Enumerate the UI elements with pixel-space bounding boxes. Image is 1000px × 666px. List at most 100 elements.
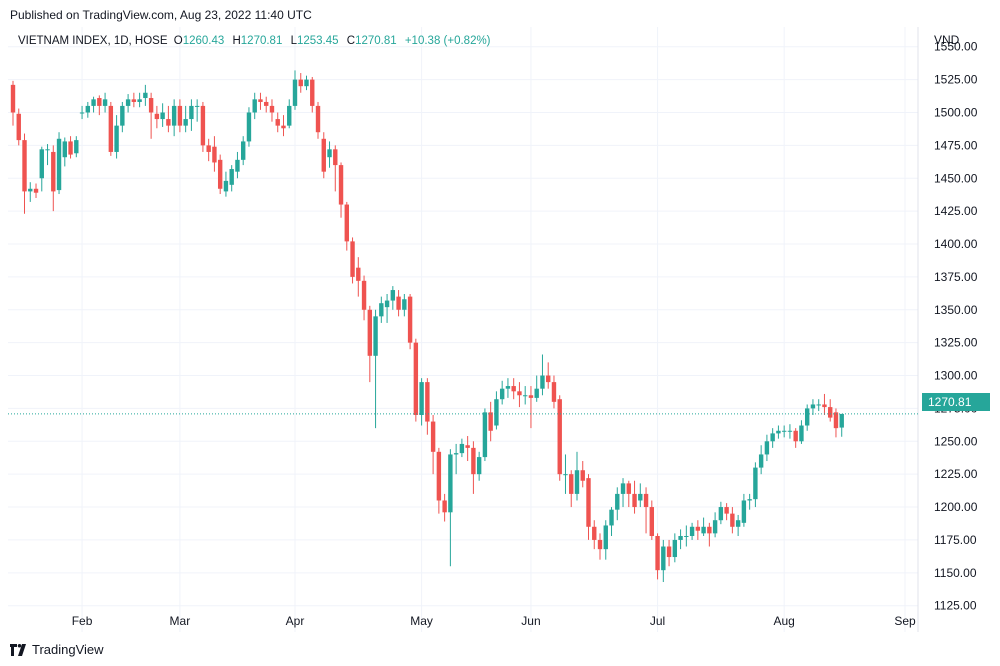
candle-body	[810, 404, 816, 409]
candle-body	[816, 404, 821, 406]
candle-body	[22, 140, 27, 192]
candle-body	[499, 388, 505, 400]
candle-body	[402, 299, 407, 310]
candle-body	[436, 451, 442, 501]
open-value: 1260.43	[182, 35, 225, 47]
tradingview-brand: TradingView	[32, 642, 104, 657]
candle-body	[200, 105, 206, 146]
candle-body	[33, 188, 39, 193]
candle	[574, 451, 580, 501]
candle-body	[79, 112, 85, 114]
candle	[505, 378, 511, 398]
candle-body	[718, 507, 724, 521]
candle-body	[258, 99, 263, 102]
candle-body	[137, 99, 142, 102]
candle	[442, 493, 447, 522]
candle	[407, 293, 413, 350]
candle	[724, 503, 729, 521]
candle-body	[379, 303, 384, 317]
candle-body	[384, 300, 390, 308]
candle-body	[51, 151, 56, 192]
candle	[626, 480, 631, 508]
y-tick-label: 1550.00	[934, 40, 978, 54]
candle	[804, 404, 810, 431]
candle	[655, 533, 660, 580]
candle	[287, 99, 292, 129]
y-axis[interactable]: 1125.00 1150.00 1175.00 1200.00 1225.00 1250.…	[934, 40, 978, 613]
candle-body	[56, 138, 62, 191]
tradingview-footer[interactable]: TradingView	[10, 642, 104, 657]
candle-body	[471, 447, 476, 475]
grid	[8, 27, 918, 632]
candle-body	[569, 474, 574, 494]
candle	[356, 257, 361, 297]
candle-body	[776, 430, 781, 434]
candle	[68, 136, 73, 159]
candle-body	[269, 105, 275, 113]
candle	[327, 141, 332, 168]
candle-body	[125, 99, 131, 106]
candle	[97, 95, 102, 116]
candle-body	[97, 98, 102, 106]
candle-body	[597, 539, 603, 550]
y-tick-label: 1525.00	[934, 73, 978, 87]
candle	[235, 151, 240, 179]
candle	[62, 137, 67, 167]
candle-body	[327, 149, 332, 158]
candle	[511, 378, 516, 400]
candle	[298, 73, 303, 93]
candle-body	[730, 513, 735, 527]
candle	[269, 99, 275, 122]
candle	[56, 132, 62, 195]
symbol-legend[interactable]: VIETNAM INDEX, 1D, HOSE O1260.43 H1270.8…	[18, 35, 496, 47]
candle	[344, 201, 349, 251]
candle	[281, 115, 286, 137]
candle	[810, 399, 816, 415]
candle-body	[281, 125, 286, 129]
candle	[45, 144, 50, 166]
candle	[241, 136, 246, 166]
candle	[781, 425, 787, 438]
candle-body	[735, 520, 741, 527]
y-tick-label: 1450.00	[934, 171, 978, 185]
symbol-name[interactable]: VIETNAM INDEX, 1D, HOSE	[18, 35, 168, 47]
y-tick-label: 1200.00	[934, 500, 978, 514]
candle-body	[189, 105, 194, 120]
candle	[200, 101, 206, 152]
candle	[592, 520, 597, 550]
x-tick-label: May	[410, 614, 433, 628]
candle-body	[143, 92, 148, 99]
candle	[102, 92, 108, 113]
y-tick-label: 1325.00	[934, 336, 978, 350]
candle	[246, 107, 252, 147]
candle-body	[822, 404, 827, 408]
candle-body	[148, 98, 154, 113]
y-tick-label: 1150.00	[934, 566, 977, 580]
candle-body	[194, 105, 200, 107]
candle-body	[390, 290, 396, 301]
x-tick-label: Jun	[521, 614, 540, 628]
candle-body	[91, 99, 96, 106]
candle	[701, 517, 706, 536]
x-axis[interactable]: Feb Mar Apr May Jun Jul Aug Sep	[72, 614, 916, 628]
candle	[333, 145, 338, 192]
x-tick-label: Aug	[773, 614, 794, 628]
candle-body	[793, 430, 798, 442]
candle	[22, 133, 27, 214]
candle-body	[672, 539, 678, 558]
candle	[108, 101, 114, 156]
candle	[264, 96, 269, 113]
candle-body	[241, 141, 246, 160]
published-caption: Published on TradingView.com, Aug 23, 20…	[10, 8, 312, 22]
candle-body	[758, 454, 764, 468]
candle	[758, 445, 764, 475]
candle-body	[701, 526, 706, 534]
x-tick-label: Apr	[286, 614, 305, 628]
candle	[695, 520, 701, 540]
candle-body	[465, 445, 470, 448]
currency-unit: VND	[934, 33, 960, 47]
candle-body	[781, 430, 787, 432]
candle-body	[68, 141, 73, 155]
candle-body	[356, 267, 361, 281]
